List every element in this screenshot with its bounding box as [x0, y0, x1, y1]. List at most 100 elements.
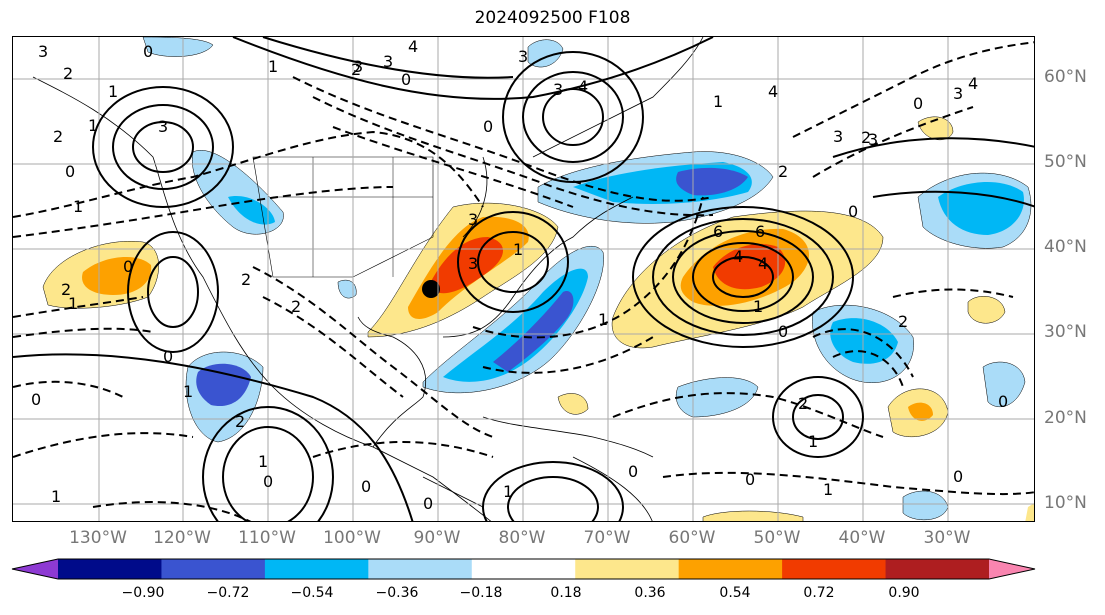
- colorbar-tick-label: −0.54: [290, 585, 334, 601]
- contour-label: 4: [768, 82, 778, 101]
- contour-label: 1: [823, 480, 833, 499]
- colorbar-tick-label: 0.18: [550, 585, 582, 601]
- contour-label: 3: [833, 127, 843, 146]
- contour-label: 1: [598, 310, 608, 329]
- colorbar-tick-label: −0.72: [206, 585, 250, 601]
- contour-label: 3: [383, 52, 393, 71]
- graticule: [13, 37, 1034, 521]
- lat-label: 40°N: [1044, 237, 1087, 257]
- shaded-anomaly-fields: [42, 37, 1034, 521]
- contour-label: 6: [713, 222, 723, 241]
- contour-label: 1: [108, 82, 118, 101]
- negative-contours: [13, 41, 1034, 521]
- contour-label: 0: [65, 162, 75, 181]
- lon-label: 90°W: [413, 528, 461, 548]
- contour-label: 0: [778, 322, 788, 341]
- contour-label: 1: [713, 92, 723, 111]
- contour-label: 2: [351, 60, 361, 79]
- lon-label: 120°W: [153, 528, 211, 548]
- contour-label: 0: [913, 94, 923, 113]
- contour-label: 0: [263, 472, 273, 491]
- colorbar-tick-label: 0.72: [803, 585, 835, 601]
- lon-label: 80°W: [498, 528, 546, 548]
- contour-label: 1: [51, 487, 61, 506]
- colorbar-segment: [368, 559, 473, 579]
- colorbar-tick-label: 0.36: [634, 585, 666, 601]
- colorbar-segment: [161, 559, 266, 579]
- contour-label: 4: [408, 37, 418, 56]
- contour-label: 2: [53, 127, 63, 146]
- contour-label: 4: [578, 77, 588, 96]
- contour-label: 4: [758, 254, 768, 273]
- contour-label: 1: [753, 297, 763, 316]
- contour-label: 4: [733, 247, 743, 266]
- contour-label: 3: [158, 117, 168, 136]
- colorbar-extension-low: [12, 559, 58, 579]
- contour-label: 0: [483, 117, 493, 136]
- colorbar-tick-label: −0.90: [121, 585, 165, 601]
- lon-label: 70°W: [583, 528, 631, 548]
- contour-label: 2: [798, 394, 808, 413]
- contour-label: 3: [953, 84, 963, 103]
- colorbar-segment: [264, 559, 369, 579]
- lon-label: 40°W: [838, 528, 886, 548]
- contour-label: 0: [361, 477, 371, 496]
- colorbar-tick-label: −0.36: [375, 585, 419, 601]
- colorbar-tick-label: 0.90: [888, 585, 920, 601]
- contour-label: 1: [183, 382, 193, 401]
- colorbar-segment: [782, 559, 887, 579]
- colorbar-segment: [471, 559, 576, 579]
- colorbar: [11, 558, 1036, 580]
- lat-label: 30°N: [1044, 322, 1087, 342]
- colorbar-segments: [11, 558, 1036, 580]
- contour-label: 2: [63, 64, 73, 83]
- lon-label: 30°W: [923, 528, 971, 548]
- contour-label: 3: [468, 210, 478, 229]
- contour-label: 1: [258, 452, 268, 471]
- contour-label: 3: [518, 47, 528, 66]
- contour-label: 2: [235, 412, 245, 431]
- contour-label: 1: [513, 240, 523, 259]
- contour-label: 0: [31, 390, 41, 409]
- contour-label: 2: [61, 280, 71, 299]
- contour-label: 2: [291, 297, 301, 316]
- contour-label: 3: [868, 130, 878, 149]
- contour-label: 0: [401, 70, 411, 89]
- lat-label: 20°N: [1044, 408, 1087, 428]
- positive-contours: [13, 37, 1034, 521]
- colorbar-segment: [678, 559, 783, 579]
- colorbar-segment: [885, 559, 990, 579]
- colorbar-tick-label: −0.18: [459, 585, 503, 601]
- map-canvas: 3 2 1 3 2 1 3 4 3 3 4 0 3 4 3 2 1 0 1 2 …: [13, 37, 1034, 521]
- colorbar-extension-high: [989, 559, 1035, 579]
- lon-label: 60°W: [668, 528, 716, 548]
- contour-label: 2: [861, 128, 871, 147]
- lat-label: 50°N: [1044, 152, 1087, 172]
- contour-label: 3: [353, 57, 363, 76]
- lon-label: 130°W: [69, 528, 127, 548]
- contour-label: 0: [745, 470, 755, 489]
- contour-labels: 3 2 1 3 2 1 3 4 3 3 4 0 3 4 3 2 1 0 1 2 …: [31, 37, 1008, 513]
- contour-label: 2: [898, 312, 908, 331]
- contour-label: 6: [755, 222, 765, 241]
- map-panel: 3 2 1 3 2 1 3 4 3 3 4 0 3 4 3 2 1 0 1 2 …: [12, 36, 1035, 522]
- lon-label: 50°W: [753, 528, 801, 548]
- contour-label: 4: [968, 74, 978, 93]
- contour-label: 0: [953, 467, 963, 486]
- colorbar-outline: [11, 558, 1036, 580]
- contour-label: 0: [848, 202, 858, 221]
- contour-label: 2: [241, 270, 251, 289]
- lat-label: 60°N: [1044, 67, 1087, 87]
- contour-label: 1: [808, 432, 818, 451]
- contour-label: 3: [553, 80, 563, 99]
- colorbar-segment: [575, 559, 680, 579]
- contour-label: 0: [423, 494, 433, 513]
- contour-label: 1: [503, 482, 513, 501]
- contour-label: 1: [73, 197, 83, 216]
- contour-label: 0: [998, 392, 1008, 411]
- contour-label: 3: [468, 254, 478, 273]
- plot-title: 2024092500 F108: [474, 8, 631, 28]
- colorbar-tick-label: 0.54: [719, 585, 751, 601]
- contour-label: 3: [38, 42, 48, 61]
- contour-label: 0: [628, 462, 638, 481]
